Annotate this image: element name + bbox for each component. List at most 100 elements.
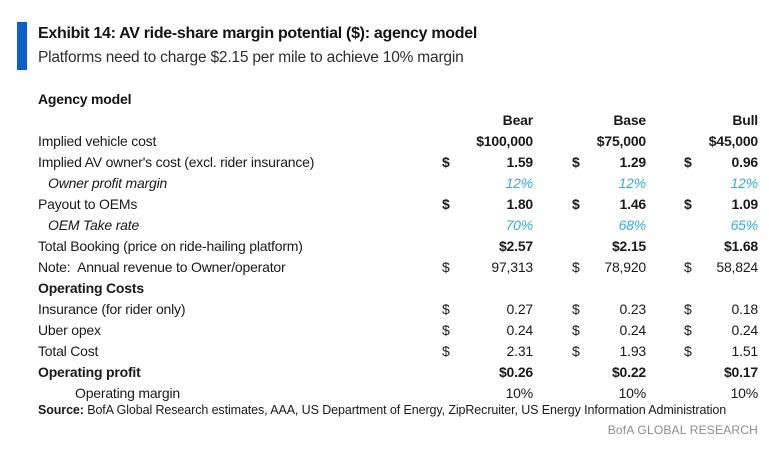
bear-currency-sign: $	[442, 154, 450, 170]
bull-currency-sign	[684, 383, 700, 404]
table-row: Operating margin 10% 10% 10%	[38, 383, 758, 404]
table-row: Implied AV owner's cost (excl. rider ins…	[38, 152, 758, 173]
bofa-global-research-brand: BofA GLOBAL RESEARCH	[607, 423, 758, 437]
table-row: OEM Take rate 70% 68% 65%	[38, 215, 758, 236]
bull-currency-sign: $	[684, 259, 692, 275]
base-value: $0.22	[611, 364, 646, 380]
bear-currency-sign: $	[442, 301, 450, 317]
bear-currency-sign: $	[442, 259, 450, 275]
table-row: Total Cost $ 2.31 $ 1.93 $ 1.51	[38, 341, 758, 362]
column-gap	[646, 215, 684, 236]
column-gap	[533, 341, 572, 362]
bear-currency-sign	[442, 131, 458, 152]
bull-value: 58,824	[716, 259, 758, 275]
bear-value: 1.59	[506, 154, 534, 170]
base-currency-sign: $	[572, 196, 580, 212]
column-gap	[533, 278, 572, 299]
column-gap	[646, 173, 684, 194]
row-label: Owner profit margin	[48, 175, 168, 191]
base-value: 0.24	[619, 322, 647, 338]
source-text: BofA Global Research estimates, AAA, US …	[83, 403, 727, 417]
bear-value: 10%	[505, 385, 534, 401]
bull-currency-sign	[684, 173, 700, 194]
base-value: 78,920	[604, 259, 646, 275]
base-currency-sign: $	[572, 343, 580, 359]
bull-value: 0.24	[731, 322, 759, 338]
bull-currency-sign: $	[684, 301, 692, 317]
bear-value: 70%	[505, 217, 534, 233]
table-header-row: Bear Base Bull	[38, 110, 759, 131]
row-label: Operating profit	[38, 364, 141, 380]
base-currency-sign: $	[572, 259, 580, 275]
column-gap	[646, 152, 684, 173]
source-label: Source:	[38, 403, 84, 417]
column-gap	[533, 362, 572, 383]
exhibit-header: Exhibit 14: AV ride-share margin potenti…	[17, 22, 477, 70]
base-value: 1.29	[619, 154, 647, 170]
bear-value: 0.27	[506, 301, 534, 317]
bull-currency-sign: $	[684, 196, 692, 212]
bull-currency-sign: $	[684, 322, 692, 338]
base-currency-sign: $	[572, 301, 580, 317]
column-gap	[533, 194, 572, 215]
column-gap	[533, 131, 572, 152]
row-label: Implied vehicle cost	[38, 133, 157, 149]
bull-value: 65%	[730, 217, 759, 233]
exhibit-title: Exhibit 14: AV ride-share margin potenti…	[38, 25, 477, 42]
column-gap	[646, 131, 684, 152]
row-label: Insurance (for rider only)	[38, 301, 186, 317]
bull-value: 12%	[730, 175, 759, 191]
bull-value: 0.18	[731, 301, 759, 317]
base-value: 1.46	[619, 196, 647, 212]
bull-value: $0.17	[723, 364, 758, 380]
base-value	[588, 278, 646, 299]
bull-currency-sign: $	[684, 154, 692, 170]
exhibit-titles: Exhibit 14: AV ride-share margin potenti…	[38, 22, 477, 70]
base-currency-sign: $	[572, 154, 580, 170]
column-gap	[646, 341, 684, 362]
base-currency-sign	[572, 278, 588, 299]
bear-currency-sign	[442, 383, 458, 404]
column-gap	[533, 299, 572, 320]
bull-currency-sign	[684, 215, 700, 236]
table-row: Implied vehicle cost $100,000 $75,000 $4…	[38, 131, 758, 152]
table-row: Owner profit margin 12% 12% 12%	[38, 173, 758, 194]
column-gap	[533, 152, 572, 173]
column-header-base: Base	[613, 112, 646, 128]
base-currency-sign	[572, 362, 588, 383]
bull-currency-sign: $	[684, 343, 692, 359]
row-label: Note: Annual revenue to Owner/operator	[38, 259, 286, 275]
row-label: Operating Costs	[38, 280, 144, 296]
column-gap	[533, 320, 572, 341]
bull-value: 1.51	[731, 343, 759, 359]
bear-value	[458, 278, 533, 299]
bear-currency-sign	[442, 215, 458, 236]
table-row: Note: Annual revenue to Owner/operator $…	[38, 257, 758, 278]
base-value: 12%	[618, 175, 647, 191]
column-header-bull: Bull	[732, 112, 758, 128]
bull-currency-sign	[684, 278, 700, 299]
base-value: 1.93	[619, 343, 647, 359]
column-gap	[646, 194, 684, 215]
base-value: $75,000	[596, 133, 646, 149]
table-row: Total Booking (price on ride-hailing pla…	[38, 236, 758, 257]
table-row: Payout to OEMs $ 1.80 $ 1.46 $ 1.09	[38, 194, 758, 215]
bear-value: $100,000	[476, 133, 533, 149]
column-gap	[646, 299, 684, 320]
column-gap	[533, 257, 572, 278]
bear-value: 12%	[505, 175, 534, 191]
bull-currency-sign	[684, 362, 700, 383]
bear-value: 1.80	[506, 196, 534, 212]
base-currency-sign	[572, 215, 588, 236]
source-line: Source: BofA Global Research estimates, …	[38, 403, 726, 417]
column-gap	[646, 278, 684, 299]
column-gap	[646, 362, 684, 383]
row-label: Payout to OEMs	[38, 196, 138, 212]
bull-value: $45,000	[708, 133, 758, 149]
base-currency-sign	[572, 236, 588, 257]
column-gap	[533, 383, 572, 404]
table-row: Operating Costs	[38, 278, 758, 299]
column-gap	[646, 257, 684, 278]
column-gap	[533, 173, 572, 194]
